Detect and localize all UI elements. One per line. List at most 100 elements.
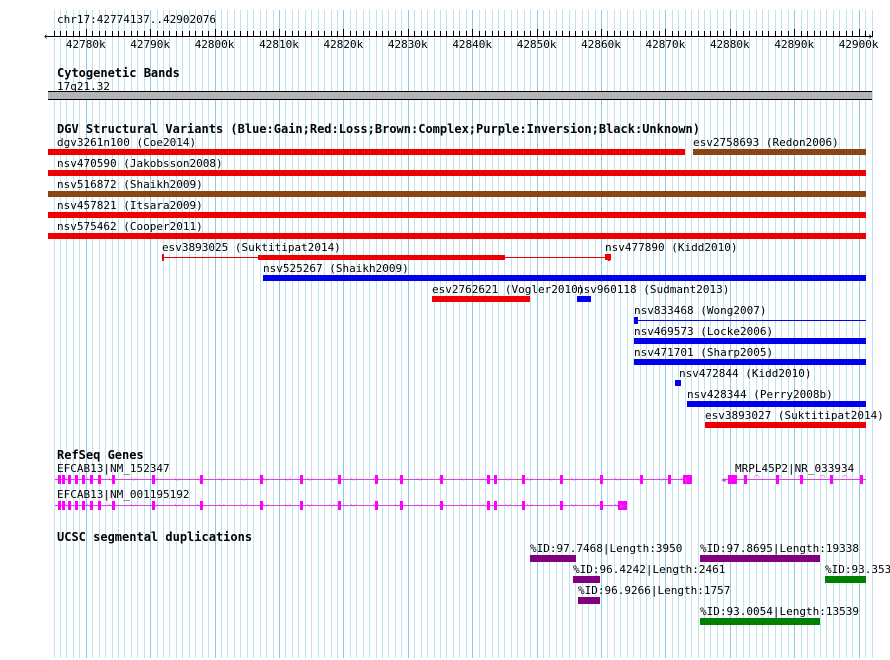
variant-bar[interactable] [263, 275, 866, 281]
gene-strand-chevron-icon: ◡ [505, 499, 511, 509]
gene-exon[interactable] [618, 501, 627, 510]
axis-tick [510, 31, 512, 37]
gene-exon[interactable] [560, 501, 563, 510]
gene-exon[interactable] [494, 501, 497, 510]
gene-exon[interactable] [400, 475, 403, 484]
variant-bar[interactable] [634, 359, 866, 365]
axis-right-arrow-icon[interactable]: → [864, 29, 872, 44]
gene-exon[interactable] [58, 475, 61, 484]
gene-exon[interactable] [152, 475, 155, 484]
variant-bar[interactable] [705, 422, 866, 428]
gene-exon[interactable] [440, 475, 443, 484]
gene-exon[interactable] [668, 475, 671, 484]
gene-exon[interactable] [560, 475, 563, 484]
gene-exon[interactable] [90, 501, 93, 510]
variant-block[interactable] [258, 255, 505, 260]
gene-exon[interactable] [90, 475, 93, 484]
gene-intron-line[interactable] [722, 479, 866, 480]
gene-exon[interactable] [600, 475, 603, 484]
gene-strand-chevron-icon: ◡ [197, 500, 202, 509]
segdup-bar[interactable] [573, 576, 600, 583]
gene-exon[interactable] [522, 501, 525, 510]
gene-exon[interactable] [728, 475, 737, 484]
gene-exon[interactable] [338, 501, 341, 510]
grid-line [246, 10, 248, 658]
gene-exon[interactable] [75, 501, 78, 510]
axis-tick [388, 31, 390, 37]
grid-line [137, 10, 139, 658]
variant-bar[interactable] [634, 320, 866, 321]
gene-exon[interactable] [860, 475, 863, 484]
gene-exon[interactable] [440, 501, 443, 510]
grid-line [588, 10, 590, 658]
variant-bar[interactable] [48, 233, 866, 239]
segdup-bar[interactable] [825, 576, 866, 583]
gene-exon[interactable] [487, 501, 490, 510]
gene-exon[interactable] [200, 501, 203, 510]
gene-exon[interactable] [300, 475, 303, 484]
grid-line [394, 10, 396, 658]
gene-exon[interactable] [98, 475, 101, 484]
grid-line [414, 10, 416, 658]
gene-exon[interactable] [82, 475, 85, 484]
grid-line [459, 10, 461, 658]
grid-line [774, 10, 776, 658]
gene-exon[interactable] [800, 475, 803, 484]
gene-exon[interactable] [62, 475, 65, 484]
gene-exon[interactable] [375, 475, 378, 484]
gene-exon[interactable] [640, 475, 643, 484]
cytoband-bar[interactable] [48, 91, 872, 100]
variant-label: nsv575462 (Cooper2011) [57, 220, 203, 233]
gene-exon[interactable] [300, 501, 303, 510]
gene-exon[interactable] [68, 475, 71, 484]
gene-strand-chevron-icon: ◡ [527, 499, 533, 509]
gene-exon[interactable] [776, 475, 779, 484]
gene-exon[interactable] [58, 501, 61, 510]
gene-exon[interactable] [487, 475, 490, 484]
gene-exon[interactable] [375, 501, 378, 510]
gene-exon[interactable] [200, 475, 203, 484]
gene-label: EFCAB13|NM_001195192 [57, 488, 190, 501]
axis-tick [852, 31, 854, 37]
gene-exon[interactable] [400, 501, 403, 510]
axis-tick [227, 31, 229, 37]
axis-left-arrow-icon[interactable]: ← [44, 29, 52, 44]
variant-bar[interactable] [48, 191, 866, 197]
gene-exon[interactable] [152, 501, 155, 510]
gene-exon[interactable] [260, 501, 263, 510]
variant-bar[interactable] [634, 338, 866, 344]
gene-exon[interactable] [744, 475, 747, 484]
gene-exon[interactable] [68, 501, 71, 510]
variant-bar[interactable] [577, 296, 591, 302]
gene-intron-line[interactable] [55, 479, 690, 480]
axis-tick [124, 31, 126, 37]
gene-exon[interactable] [98, 501, 101, 510]
variant-bar[interactable] [687, 401, 866, 407]
gene-exon[interactable] [75, 475, 78, 484]
gene-exon[interactable] [112, 475, 115, 484]
axis-tick-label: 42880k [709, 38, 750, 51]
variant-bar[interactable] [693, 149, 866, 155]
gene-exon[interactable] [600, 501, 603, 510]
gene-exon[interactable] [830, 475, 833, 484]
segdup-bar[interactable] [700, 555, 820, 562]
variant-bar[interactable] [48, 149, 685, 155]
gene-exon[interactable] [522, 475, 525, 484]
gene-strand-chevron-icon: ◡ [65, 474, 70, 483]
variant-bar[interactable] [432, 296, 530, 302]
gene-exon[interactable] [112, 501, 115, 510]
segdup-bar[interactable] [578, 597, 600, 604]
gene-exon[interactable] [82, 501, 85, 510]
segdup-bar[interactable] [530, 555, 576, 562]
gene-exon[interactable] [260, 475, 263, 484]
variant-bar[interactable] [48, 212, 866, 218]
gene-exon[interactable] [494, 475, 497, 484]
gene-exon[interactable] [338, 475, 341, 484]
segdup-bar[interactable] [700, 618, 820, 625]
variant-bar[interactable] [605, 254, 611, 260]
axis-tick [858, 29, 860, 37]
variant-bar[interactable] [675, 380, 681, 386]
variant-bar[interactable] [48, 170, 866, 176]
gene-exon[interactable] [62, 501, 65, 510]
gene-exon[interactable] [683, 475, 692, 484]
